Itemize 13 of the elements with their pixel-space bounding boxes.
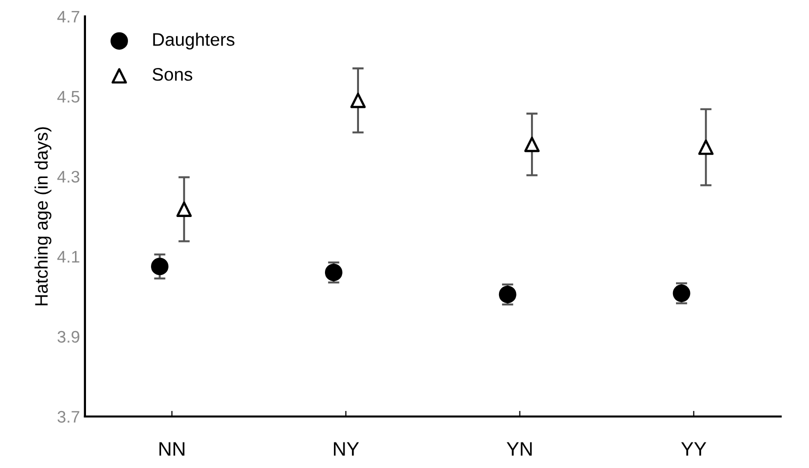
x-tick-label: YY (681, 442, 706, 456)
x-tick-label: YN (506, 442, 532, 456)
y-tick-label: 4.1 (57, 251, 80, 263)
y-tick-label: 3.7 (58, 410, 80, 423)
x-tick-label: NN (159, 442, 184, 456)
legend-label: Daughters (153, 32, 234, 50)
y-tick-label: 3.9 (58, 330, 80, 343)
y-tick-label: 4.3 (57, 170, 80, 183)
y-tick-label: 4.7 (57, 10, 80, 22)
y-tick-label: 4.5 (57, 90, 80, 103)
y-axis-title: Hatching age (in days) (34, 127, 52, 306)
legend-label: Sons (152, 68, 192, 81)
x-tick-label: NY (334, 442, 359, 456)
